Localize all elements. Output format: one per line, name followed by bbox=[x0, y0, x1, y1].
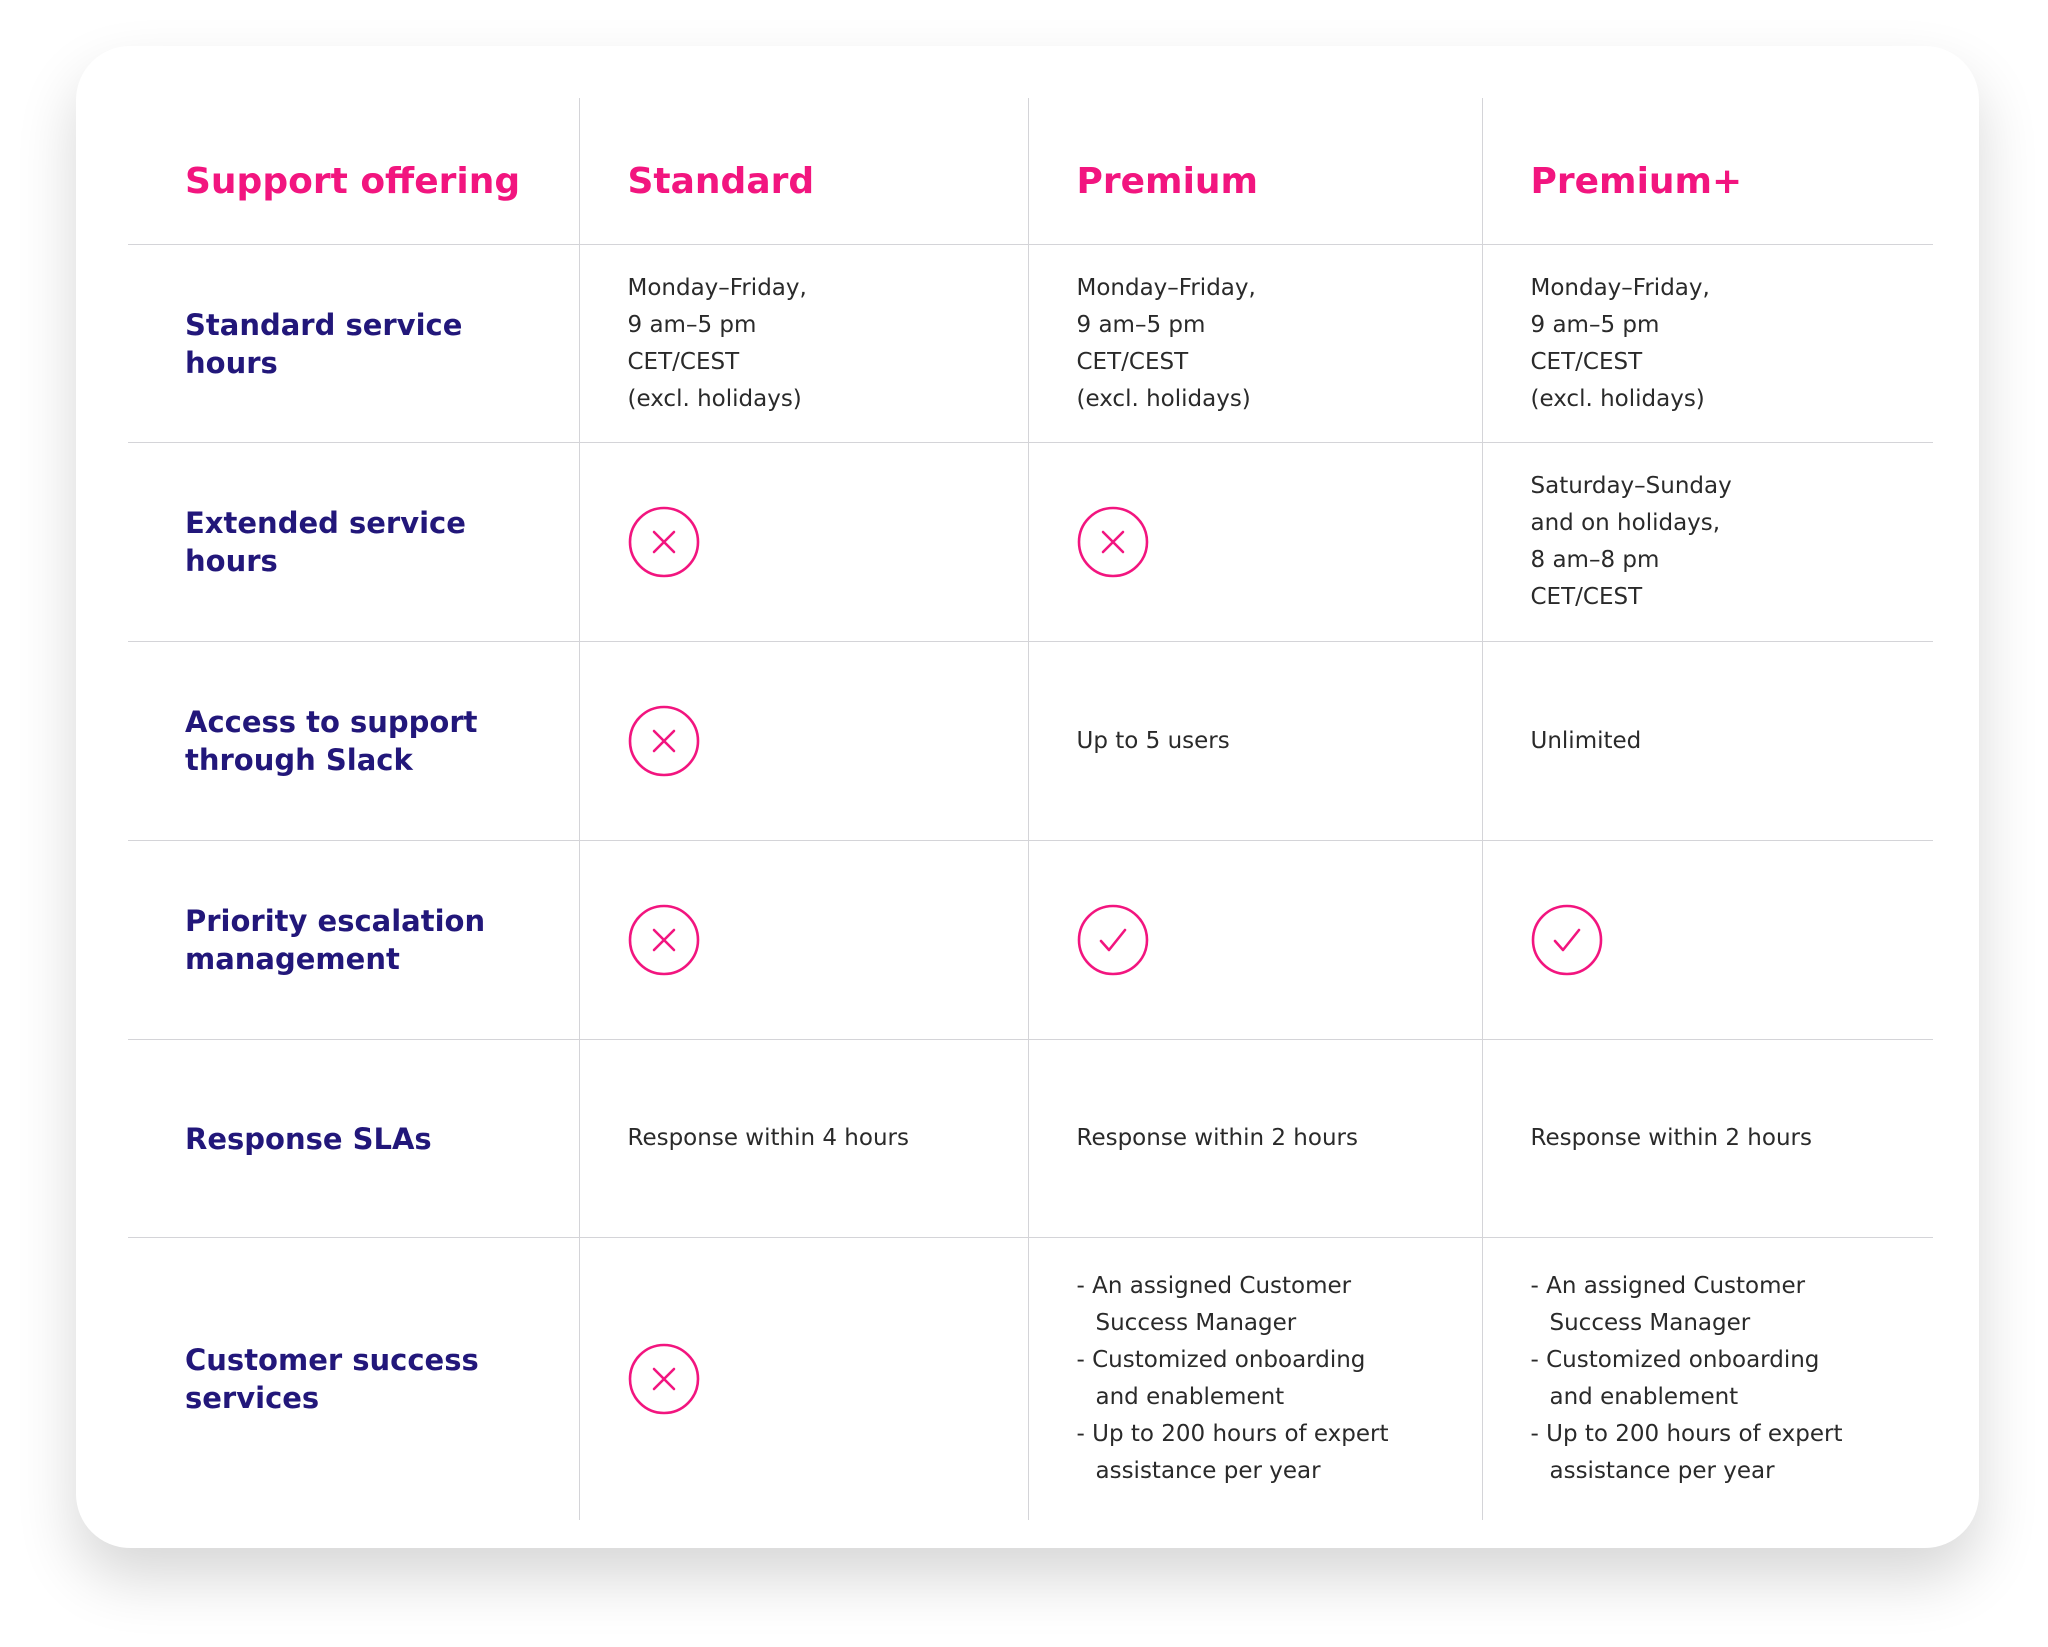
row-label: Response SLAs bbox=[128, 1039, 579, 1238]
column-header: Standard bbox=[578, 98, 1028, 245]
cell-line: and on holidays, bbox=[1530, 510, 1721, 536]
row-label: Priority escalation management bbox=[128, 840, 579, 1040]
cell: Saturday–Sunday and on holidays, 8 am–8 pm… bbox=[1481, 442, 1933, 642]
cell-line: CET/CEST bbox=[1530, 348, 1643, 375]
check-icon bbox=[1531, 904, 1602, 976]
cell: Up to 5 users bbox=[1027, 641, 1482, 841]
cell-line: - An assigned Customer bbox=[1076, 1273, 1352, 1299]
cell bbox=[578, 1237, 1028, 1520]
cell-line: 8 am–8 pm bbox=[1530, 547, 1660, 573]
check-icon bbox=[1077, 904, 1148, 976]
table-row: Access to support through Slack Up to 5 u… bbox=[128, 641, 1933, 841]
cell-line: - An assigned Customer bbox=[1530, 1273, 1806, 1299]
cell-line: (excl. holidays) bbox=[1530, 385, 1705, 412]
cell bbox=[1027, 840, 1482, 1040]
cell-line: Unlimited bbox=[1530, 727, 1642, 754]
cell-line: Success Manager bbox=[1095, 1310, 1297, 1336]
cell bbox=[578, 442, 1028, 642]
table-row: Priority escalation management bbox=[128, 840, 1933, 1040]
cell bbox=[1481, 840, 1933, 1040]
cell: - An assigned Customer Success Manager - C… bbox=[1027, 1237, 1482, 1520]
card: Support offering Standard Premium Premium+ S… bbox=[76, 46, 1979, 1548]
cell-line: - Up to 200 hours of expert bbox=[1530, 1421, 1843, 1447]
cross-icon bbox=[628, 705, 699, 777]
list-item: - Customized onboarding and enablement bbox=[1531, 1342, 1934, 1416]
comparison-table: Support offering Standard Premium Premium+ S… bbox=[128, 98, 1933, 1520]
cell-line: assistance per year bbox=[1095, 1458, 1321, 1484]
table-row: Customer success services - An assigned C… bbox=[128, 1237, 1934, 1520]
cell-line: Monday–Friday, bbox=[627, 274, 807, 301]
cell bbox=[578, 641, 1028, 841]
list-item: - Up to 200 hours of expert assistance pe… bbox=[1077, 1416, 1482, 1490]
cell-line: CET/CEST bbox=[1076, 348, 1189, 375]
cross-icon bbox=[628, 1343, 699, 1415]
cell-line: Monday–Friday, bbox=[1076, 274, 1256, 301]
cell bbox=[578, 840, 1028, 1040]
cell: Response within 2 hours bbox=[1481, 1039, 1933, 1238]
cell-line: Success Manager bbox=[1549, 1310, 1751, 1336]
cell-line: (excl. holidays) bbox=[627, 385, 802, 412]
cell-line: CET/CEST bbox=[627, 348, 740, 375]
header-row: Support offering Standard Premium Premium+ bbox=[128, 98, 1933, 245]
cell-line: Up to 5 users bbox=[1076, 727, 1230, 754]
cell-line: Monday–Friday, bbox=[1530, 274, 1710, 301]
column-header: Premium+ bbox=[1481, 98, 1933, 245]
cross-icon bbox=[628, 904, 699, 976]
table-row: Extended service hours Saturday–Sunday and… bbox=[128, 442, 1933, 642]
cell-line: CET/CEST bbox=[1530, 584, 1643, 610]
cell: Monday–Friday, 9 am–5 pm CET/CEST (excl. ho… bbox=[1027, 244, 1482, 443]
cell: Monday–Friday, 9 am–5 pm CET/CEST (excl. ho… bbox=[1481, 244, 1933, 443]
column-header: Support offering bbox=[128, 98, 579, 245]
column-header: Premium bbox=[1027, 98, 1482, 245]
cell: Unlimited bbox=[1481, 641, 1933, 841]
cell-line: Response within 2 hours bbox=[1076, 1125, 1358, 1151]
cell-line: Response within 2 hours bbox=[1530, 1125, 1812, 1151]
cell-line: (excl. holidays) bbox=[1076, 385, 1251, 412]
list-item: - An assigned Customer Success Manager bbox=[1077, 1268, 1482, 1342]
cell bbox=[1027, 442, 1482, 642]
list-item: - Up to 200 hours of expert assistance pe… bbox=[1531, 1416, 1934, 1490]
table-row: Standard service hours Monday–Friday, 9 am… bbox=[128, 244, 1933, 443]
row-label: Extended service hours bbox=[128, 442, 579, 642]
cell-line: 9 am–5 pm bbox=[1076, 311, 1206, 338]
cell: - An assigned Customer Success Manager - C… bbox=[1481, 1237, 1934, 1520]
cross-icon bbox=[628, 506, 699, 578]
cell-line: 9 am–5 pm bbox=[1530, 311, 1660, 338]
list-item: - An assigned Customer Success Manager bbox=[1531, 1268, 1934, 1342]
row-label: Access to support through Slack bbox=[128, 641, 579, 841]
cell-line: assistance per year bbox=[1549, 1458, 1775, 1484]
cell-line: Saturday–Sunday bbox=[1530, 473, 1732, 499]
cell: Monday–Friday, 9 am–5 pm CET/CEST (excl. ho… bbox=[578, 244, 1028, 443]
list-item: - Customized onboarding and enablement bbox=[1077, 1342, 1482, 1416]
cell: Response within 2 hours bbox=[1027, 1039, 1482, 1238]
cross-icon bbox=[1077, 506, 1148, 578]
cell-line: - Up to 200 hours of expert bbox=[1076, 1421, 1389, 1447]
cell-line: - Customized onboarding bbox=[1076, 1347, 1366, 1373]
cell-line: Response within 4 hours bbox=[627, 1125, 909, 1151]
cell-line: and enablement bbox=[1095, 1384, 1285, 1410]
cell: Response within 4 hours bbox=[578, 1039, 1028, 1238]
cell-line: - Customized onboarding bbox=[1530, 1347, 1820, 1373]
cell-line: and enablement bbox=[1549, 1384, 1739, 1410]
row-label: Standard service hours bbox=[128, 244, 579, 443]
table-row: Response SLAs Response within 4 hours Resp… bbox=[128, 1039, 1933, 1238]
cell-line: 9 am–5 pm bbox=[627, 311, 757, 338]
row-label: Customer success services bbox=[185, 1343, 479, 1415]
